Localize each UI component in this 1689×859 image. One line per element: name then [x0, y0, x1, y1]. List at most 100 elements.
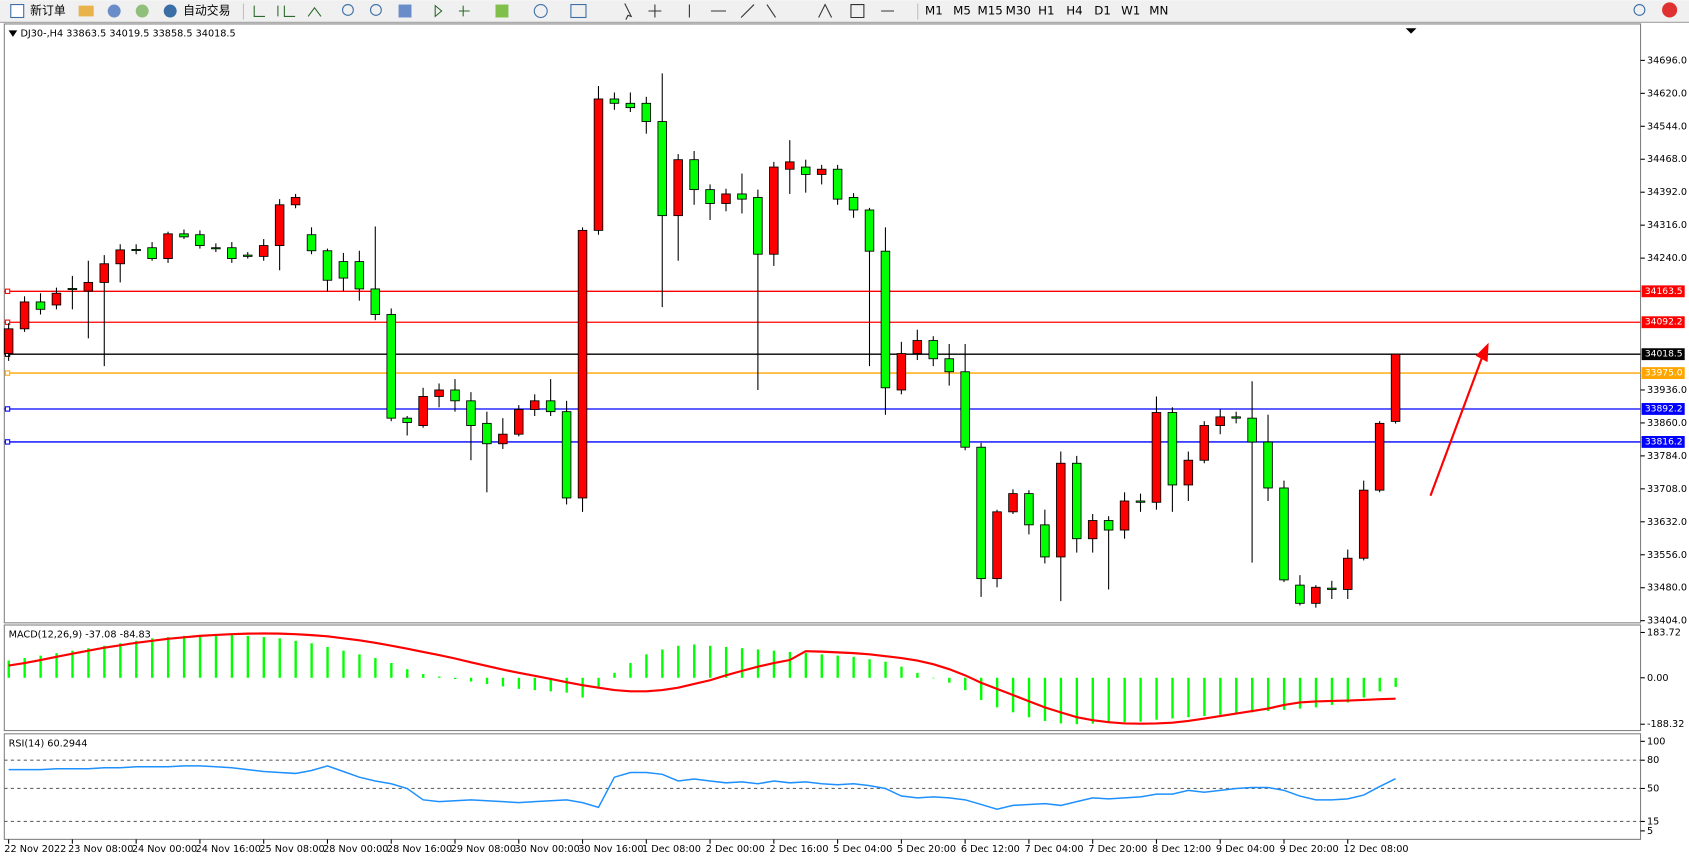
- macd-bar: [613, 672, 616, 678]
- macd-bar: [1203, 677, 1206, 717]
- price-level-handle: [4, 288, 11, 294]
- toolbar-icon[interactable]: [107, 4, 121, 18]
- candle-body: [1247, 417, 1257, 443]
- candle-body: [769, 166, 779, 255]
- macd-bar: [932, 677, 935, 679]
- shift-marker: [1405, 28, 1417, 34]
- price-level-handle: [4, 319, 11, 325]
- y-tick-label: 34544.0: [1647, 121, 1687, 132]
- timeframe-button[interactable]: D1: [1094, 4, 1111, 18]
- macd-bar: [1123, 677, 1126, 723]
- macd-bar: [374, 658, 377, 678]
- timeframe-button[interactable]: W1: [1121, 4, 1140, 18]
- pane-title: RSI(14) 60.2944: [9, 738, 88, 749]
- zoom-out-icon[interactable]: [370, 4, 382, 16]
- new-order-button[interactable]: 新订单: [30, 4, 66, 18]
- price-level-tag: [1641, 285, 1685, 298]
- macd-bar: [995, 677, 999, 708]
- macd-bar: [1075, 677, 1079, 725]
- x-tick-label: 29 Nov 08:00: [451, 844, 516, 855]
- candle-body: [1071, 462, 1082, 540]
- timeframe-button[interactable]: MN: [1149, 4, 1168, 18]
- auto-trading-button[interactable]: 自动交易: [183, 4, 230, 18]
- candle-body: [1135, 500, 1146, 503]
- timeframe-button[interactable]: H1: [1038, 4, 1054, 18]
- tile-icon[interactable]: [398, 4, 412, 18]
- search-icon[interactable]: [1633, 4, 1646, 16]
- drawing-tools[interactable]: [624, 3, 895, 20]
- rsi-pane: [3, 733, 1642, 840]
- macd-bar: [1107, 677, 1110, 723]
- candle-body: [402, 417, 412, 423]
- timeframe-button[interactable]: M1: [925, 4, 943, 18]
- candle-body: [753, 196, 763, 255]
- toolbar-icon[interactable]: [78, 5, 94, 17]
- macd-bar: [485, 677, 489, 684]
- candle-body: [498, 433, 508, 445]
- y-tick-label: 15: [1647, 816, 1659, 827]
- periods-icon[interactable]: [533, 4, 548, 19]
- plot-layer: 34696.0 34620.0 34544.0 34468.0 34392.0 34316…: [3, 29, 1687, 855]
- macd-bar: [1378, 677, 1381, 692]
- candle-body: [1343, 557, 1353, 590]
- notification-icon[interactable]: [1662, 2, 1678, 18]
- candle-body: [816, 168, 827, 175]
- toolbar-icon[interactable]: [135, 4, 149, 18]
- macd-bar: [852, 656, 855, 678]
- candle-body: [1263, 441, 1273, 489]
- candle-body: [561, 411, 572, 499]
- y-tick-label: 100: [1647, 736, 1666, 747]
- macd-bar: [900, 666, 903, 678]
- macd-bar: [294, 640, 297, 678]
- new-order-icon[interactable]: [10, 4, 25, 19]
- candle-body: [514, 409, 524, 435]
- candle-body: [1167, 412, 1178, 486]
- macd-bar: [55, 653, 58, 678]
- macd-bar: [517, 677, 521, 689]
- candle-body: [306, 234, 317, 252]
- macd-bar: [565, 677, 568, 693]
- macd-bar: [948, 677, 951, 683]
- candle-body: [960, 371, 970, 448]
- candle-body: [992, 511, 1002, 580]
- x-tick-label: 30 Nov 16:00: [578, 844, 643, 855]
- scroll-icons[interactable]: [434, 4, 470, 18]
- timeframe-button[interactable]: H4: [1066, 4, 1082, 18]
- templates-icon[interactable]: [570, 4, 587, 19]
- candle-body: [434, 389, 444, 397]
- x-tick-label: 8 Dec 12:00: [1152, 844, 1211, 855]
- x-tick-label: 25 Nov 08:00: [259, 844, 324, 855]
- macd-bar: [693, 644, 696, 678]
- y-tick-label: 33632.0: [1647, 517, 1687, 528]
- zoom-in-icon[interactable]: [342, 4, 354, 16]
- candle-body: [322, 250, 333, 281]
- macd-bar: [230, 634, 234, 678]
- macd-bar: [23, 658, 26, 678]
- chart-type-icons[interactable]: [253, 5, 322, 17]
- timeframe-bar: M1 M5 M15 M30 H1 H4 D1 W1 MN: [925, 4, 1168, 18]
- indicators-icon[interactable]: [495, 4, 509, 18]
- macd-bar: [1282, 677, 1286, 710]
- y-tick-label: 34240.0: [1647, 253, 1687, 264]
- toolbar-bg: [0, 0, 1689, 22]
- candle-body: [163, 233, 173, 259]
- macd-bar: [1298, 677, 1302, 709]
- candle-body: [179, 233, 189, 238]
- macd-bar: [358, 654, 361, 678]
- macd-bar: [87, 648, 90, 678]
- macd-bar: [581, 677, 584, 698]
- x-tick-label: 1 Dec 08:00: [642, 844, 701, 855]
- candle-body: [67, 288, 78, 290]
- macd-bar: [246, 635, 250, 678]
- timeframe-button[interactable]: M5: [953, 4, 971, 18]
- y-tick-label: 5: [1647, 826, 1653, 837]
- rsi-line: [8, 765, 1396, 810]
- timeframe-button[interactable]: M15: [978, 4, 1003, 18]
- x-tick-label: 6 Dec 12:00: [961, 844, 1020, 855]
- macd-bar: [119, 643, 122, 678]
- macd-bar: [151, 638, 154, 678]
- macd-bar: [1027, 677, 1031, 718]
- timeframe-button[interactable]: M30: [1006, 4, 1031, 18]
- auto-trading-icon[interactable]: [163, 4, 177, 18]
- macd-bar: [7, 660, 10, 678]
